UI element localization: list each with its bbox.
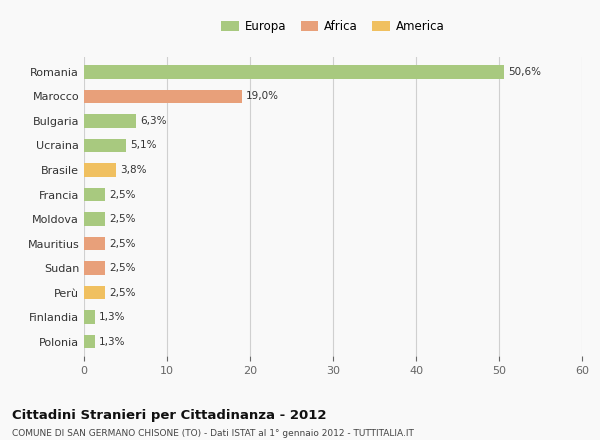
Text: 19,0%: 19,0% [246, 92, 279, 102]
Text: 6,3%: 6,3% [140, 116, 167, 126]
Text: 2,5%: 2,5% [109, 238, 136, 249]
Bar [84, 188, 105, 201]
Bar [84, 335, 95, 348]
Bar [84, 286, 105, 299]
Text: 50,6%: 50,6% [508, 67, 541, 77]
Text: 5,1%: 5,1% [130, 140, 157, 150]
Bar [84, 213, 105, 226]
Bar [84, 261, 105, 275]
Bar [84, 163, 116, 177]
Text: COMUNE DI SAN GERMANO CHISONE (TO) - Dati ISTAT al 1° gennaio 2012 - TUTTITALIA.: COMUNE DI SAN GERMANO CHISONE (TO) - Dat… [12, 429, 414, 438]
Text: 2,5%: 2,5% [109, 190, 136, 199]
Text: Cittadini Stranieri per Cittadinanza - 2012: Cittadini Stranieri per Cittadinanza - 2… [12, 409, 326, 422]
Bar [84, 114, 136, 128]
Text: 1,3%: 1,3% [99, 337, 125, 347]
Bar [84, 90, 242, 103]
Legend: Europa, Africa, America: Europa, Africa, America [217, 15, 449, 38]
Text: 2,5%: 2,5% [109, 288, 136, 297]
Bar [84, 310, 95, 324]
Bar [84, 139, 127, 152]
Text: 2,5%: 2,5% [109, 263, 136, 273]
Text: 2,5%: 2,5% [109, 214, 136, 224]
Text: 3,8%: 3,8% [119, 165, 146, 175]
Bar [84, 237, 105, 250]
Bar [84, 65, 504, 79]
Text: 1,3%: 1,3% [99, 312, 125, 322]
